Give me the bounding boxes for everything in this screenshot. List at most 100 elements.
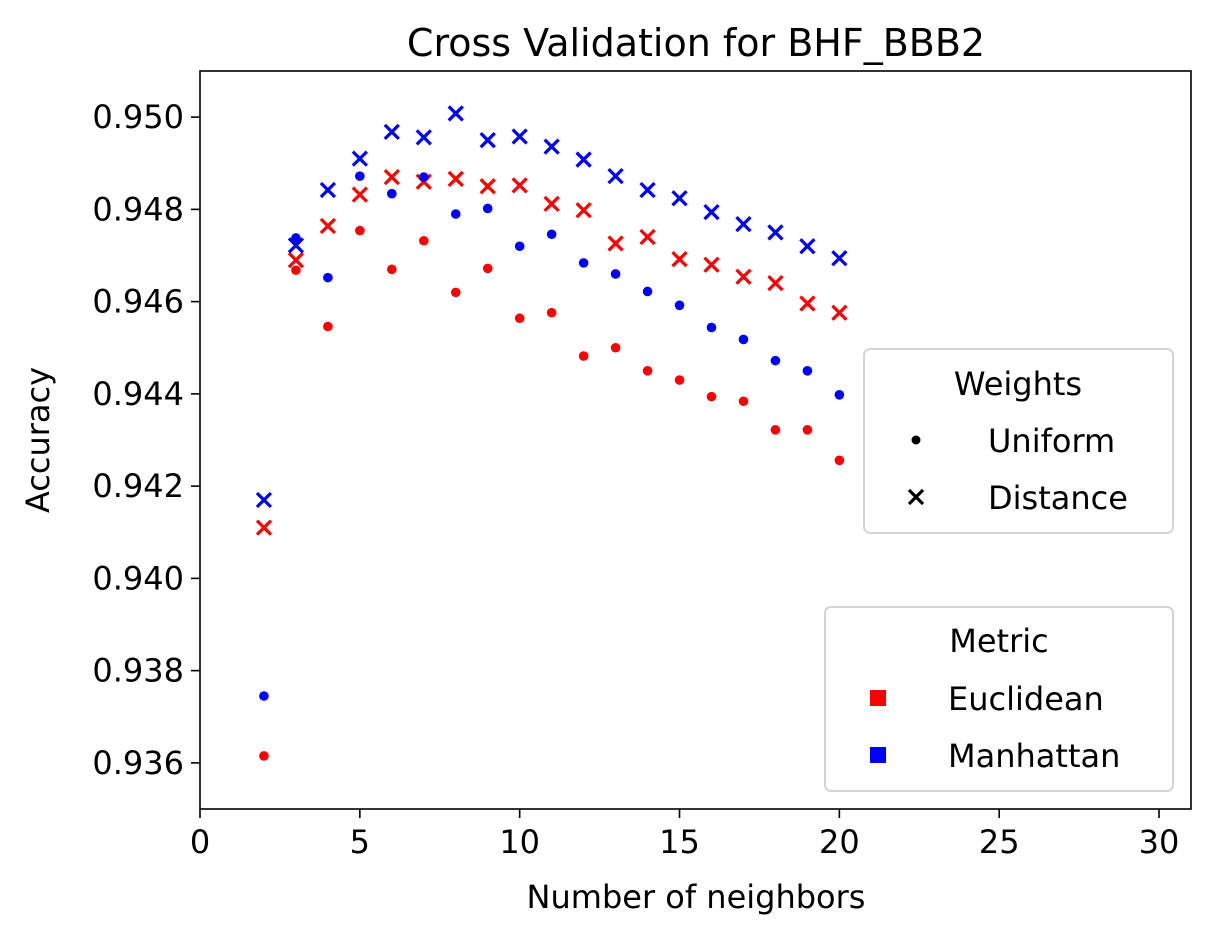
point-euclidean-uniform: [387, 264, 397, 275]
point-euclidean-distance: [735, 268, 752, 285]
point-manhattan-uniform: [450, 209, 461, 219]
point-manhattan-uniform: [802, 366, 813, 376]
point-manhattan-distance: [511, 128, 528, 145]
point-manhattan-distance: [383, 123, 400, 141]
point-euclidean-distance: [831, 304, 848, 321]
point-manhattan-distance: [415, 129, 432, 146]
point-manhattan-uniform: [323, 272, 333, 283]
point-euclidean-uniform: [834, 455, 845, 466]
point-manhattan-uniform: [387, 188, 397, 199]
y-tick-label: 0.938: [92, 652, 184, 690]
legend-uniform-label: Uniform: [988, 422, 1115, 460]
legend-metric: Metric Euclidean Manhattan: [824, 606, 1174, 792]
legend-weights: Weights Uniform Distance: [863, 348, 1174, 534]
point-manhattan-distance: [351, 150, 368, 167]
point-manhattan-uniform: [546, 229, 557, 240]
point-manhattan-distance: [255, 491, 273, 509]
point-euclidean-distance: [511, 177, 528, 194]
point-euclidean-distance: [799, 295, 816, 312]
point-euclidean-uniform: [355, 225, 365, 236]
point-manhattan-uniform: [834, 389, 845, 400]
point-euclidean-uniform: [610, 342, 621, 353]
legend-euclidean-marker: [870, 690, 886, 706]
point-euclidean-distance: [575, 202, 592, 219]
point-euclidean-uniform: [706, 391, 717, 402]
x-tick-label: 20: [819, 823, 860, 861]
point-manhattan-distance: [831, 250, 848, 267]
y-tick-label: 0.944: [92, 375, 184, 413]
point-euclidean-uniform: [578, 351, 589, 361]
point-euclidean-distance: [351, 186, 368, 203]
point-manhattan-distance: [287, 237, 305, 254]
legend-weights-frame: [863, 348, 1174, 534]
y-tick-label: 0.942: [92, 467, 184, 505]
legend-distance-label: Distance: [988, 479, 1128, 517]
legend-manhattan-marker: [870, 747, 886, 763]
x-axis-label: Number of neighbors: [527, 878, 866, 916]
point-euclidean-distance: [639, 228, 656, 246]
point-euclidean-uniform: [323, 321, 333, 332]
point-euclidean-uniform: [482, 263, 493, 274]
point-manhattan-distance: [543, 138, 560, 155]
point-manhattan-distance: [671, 190, 688, 207]
x-tick-label: 0: [190, 823, 210, 861]
y-tick-label: 0.946: [92, 283, 184, 321]
legend-uniform-marker: [911, 435, 921, 445]
chart-title: Cross Validation for BHF_BBB2: [407, 21, 985, 65]
legend-metric-frame: [824, 606, 1174, 792]
point-manhattan-uniform: [674, 300, 685, 311]
plot-frame: [199, 70, 1192, 810]
point-euclidean-distance: [319, 217, 337, 235]
x-axis: 0 5 10 15 20 25 30: [190, 809, 1179, 861]
plot-area: 0 5 10 15 20 25 30 0.9360.9380.9400.9420.9440.…: [92, 70, 1192, 861]
legend-weights-title: Weights: [954, 365, 1082, 403]
point-manhattan-uniform: [482, 203, 493, 214]
point-manhattan-uniform: [642, 286, 653, 297]
point-euclidean-distance: [287, 251, 305, 269]
point-manhattan-distance: [703, 204, 720, 221]
point-euclidean-uniform: [546, 307, 557, 318]
point-manhattan-uniform: [578, 258, 589, 268]
point-euclidean-uniform: [514, 313, 525, 324]
point-euclidean-distance: [447, 170, 464, 188]
data-points: [255, 105, 848, 761]
legend-euclidean-label: Euclidean: [948, 680, 1104, 718]
point-manhattan-uniform: [514, 241, 525, 252]
point-euclidean-uniform: [259, 751, 269, 761]
point-manhattan-distance: [639, 181, 656, 199]
y-tick-label: 0.936: [92, 744, 184, 782]
point-manhattan-distance: [799, 238, 816, 255]
point-manhattan-distance: [479, 132, 496, 149]
x-tick-label: 15: [659, 823, 700, 861]
point-euclidean-uniform: [770, 425, 781, 435]
legend-distance-marker: [907, 488, 925, 506]
point-manhattan-uniform: [418, 172, 429, 182]
point-manhattan-distance: [607, 168, 624, 185]
y-axis: 0.936 0.938 0.940 0.942 0.944 0.946 0.948 0.950: [92, 98, 200, 782]
point-euclidean-distance: [703, 256, 720, 273]
legend-metric-title: Metric: [949, 622, 1048, 660]
legend-manhattan-label: Manhattan: [948, 737, 1120, 775]
point-manhattan-uniform: [291, 233, 301, 243]
point-euclidean-distance: [767, 275, 784, 292]
point-euclidean-distance: [383, 168, 400, 186]
x-tick-label: 10: [499, 823, 540, 861]
point-manhattan-distance: [575, 151, 592, 168]
point-euclidean-uniform: [802, 425, 813, 435]
point-manhattan-uniform: [770, 355, 781, 366]
point-euclidean-distance: [543, 195, 560, 212]
x-tick-label: 25: [979, 823, 1020, 861]
point-euclidean-distance: [479, 178, 496, 195]
point-euclidean-distance: [255, 519, 273, 536]
y-tick-label: 0.948: [92, 190, 184, 228]
point-manhattan-uniform: [610, 269, 621, 279]
point-euclidean-distance: [607, 235, 624, 252]
y-axis-label: Accuracy: [19, 367, 57, 513]
point-manhattan-distance: [447, 105, 464, 122]
point-euclidean-uniform: [674, 375, 685, 385]
y-tick-label: 0.940: [92, 559, 184, 597]
point-manhattan-uniform: [738, 334, 749, 345]
point-euclidean-uniform: [738, 396, 749, 407]
point-euclidean-distance: [671, 251, 688, 268]
